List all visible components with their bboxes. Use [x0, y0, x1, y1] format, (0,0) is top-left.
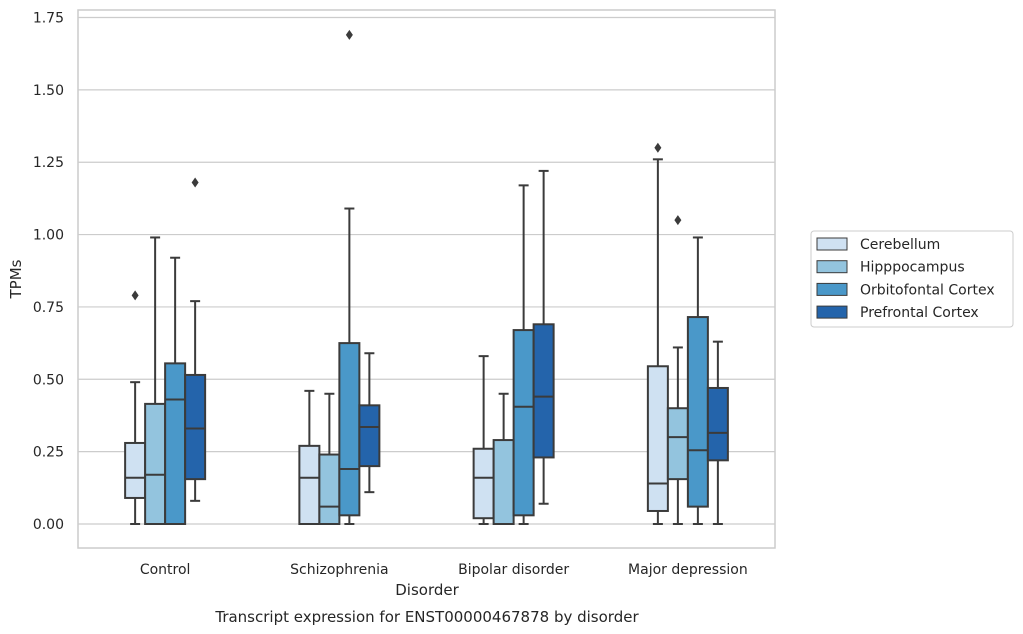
y-tick-label: 0.75: [33, 300, 64, 316]
series-prefrontal-cortex: [184, 169, 729, 525]
box: [338, 29, 361, 525]
box-body: [532, 323, 555, 459]
box: [298, 389, 321, 525]
box: [184, 177, 207, 502]
x-tick-label: Control: [140, 562, 191, 578]
legend-swatch: [816, 237, 848, 251]
box-body: [298, 444, 321, 525]
box-body: [512, 329, 535, 517]
box-body: [706, 386, 729, 462]
legend-entry-label: Orbitofontal Cortex: [860, 282, 995, 298]
legend-swatch: [816, 305, 848, 319]
outlier-point: [131, 290, 139, 301]
legend-swatch: [816, 260, 848, 274]
box-body: [686, 316, 709, 508]
series-orbitofontal-cortex: [164, 29, 709, 526]
outlier-point: [674, 215, 682, 226]
y-tick-label: 1.75: [33, 11, 64, 27]
box: [492, 392, 515, 525]
box-body: [144, 402, 167, 525]
box-body: [666, 407, 689, 481]
legend-entry-label: Cerebellum: [860, 237, 940, 253]
box-body: [124, 441, 147, 499]
box: [318, 392, 341, 525]
box-body: [164, 362, 187, 526]
legend-swatch: [816, 282, 848, 296]
box-series: [124, 29, 729, 526]
plot-area-frame: [77, 9, 776, 549]
box: [144, 236, 167, 525]
y-axis-label: TPMs: [7, 259, 25, 299]
y-axis-ticks: 0.00 0.25 0.50 0.75 1.00 1.25 1.50 1.75: [33, 11, 64, 534]
chart-title: Transcript expression for ENST0000046787…: [214, 608, 639, 626]
legend-entry-label: Prefrontal Cortex: [860, 305, 979, 321]
box: [512, 184, 535, 525]
y-tick-label: 0.25: [33, 445, 64, 461]
y-tick-label: 0.00: [33, 517, 64, 533]
box-body: [646, 365, 669, 512]
box-body: [358, 404, 381, 468]
outlier-point: [191, 177, 199, 188]
y-tick-label: 1.25: [33, 155, 64, 171]
box: [646, 142, 669, 525]
legend: Cerebellum Hipppocampus Orbitofontal Corte…: [810, 230, 1014, 328]
box: [666, 215, 689, 525]
box: [358, 352, 381, 494]
outlier-point: [654, 142, 662, 153]
box: [164, 256, 187, 526]
box: [532, 169, 555, 505]
box: [472, 355, 495, 525]
box-body: [492, 439, 515, 525]
box: [124, 290, 147, 525]
series-hipppocampus: [144, 215, 689, 525]
x-tick-label: Bipolar disorder: [458, 562, 569, 578]
legend-frame: [810, 230, 1014, 328]
y-tick-label: 1.00: [33, 228, 64, 244]
x-axis-ticks: Control Schizophrenia Bipolar disorder Majo…: [140, 562, 748, 578]
x-axis-label: Disorder: [395, 581, 459, 599]
y-tick-label: 1.50: [33, 83, 64, 99]
box-body: [184, 373, 207, 481]
outlier-point: [345, 29, 353, 40]
box: [686, 236, 709, 525]
box-body: [472, 447, 495, 520]
box: [706, 340, 729, 525]
series-cerebellum: [124, 142, 669, 525]
x-tick-label: Schizophrenia: [290, 562, 388, 578]
legend-entry-label: Hipppocampus: [860, 260, 965, 276]
y-tick-label: 0.50: [33, 372, 64, 388]
box-body: [338, 342, 361, 517]
box-body: [318, 453, 341, 525]
x-tick-label: Major depression: [628, 562, 748, 578]
